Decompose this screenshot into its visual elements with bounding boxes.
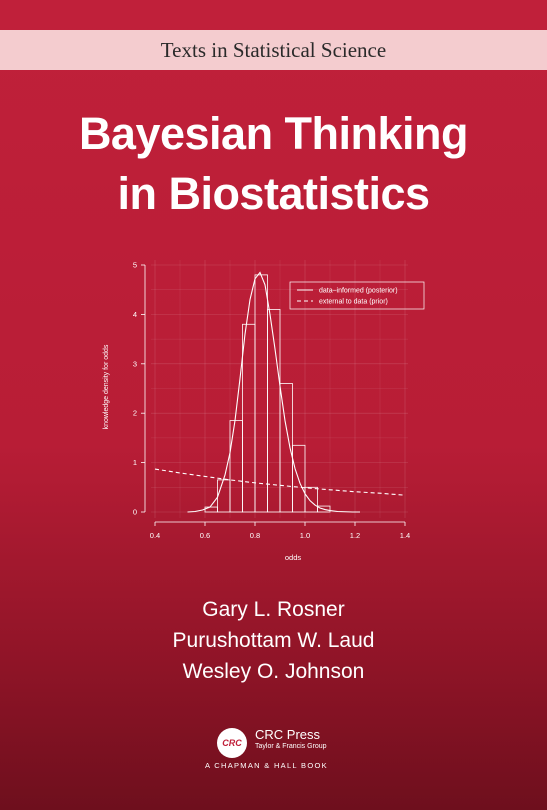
x-tick-label: 0.4 [150,531,160,540]
prior-density-line [154,468,406,496]
author-name: Purushottam W. Laud [172,629,375,652]
histogram-bar [304,486,318,513]
x-tick-label: 1.0 [300,531,310,540]
x-tick-label: 0.6 [200,531,210,540]
publisher-imprint: A CHAPMAN & HALL BOOK [205,761,328,770]
histogram-bar [254,274,268,513]
legend-label-posterior: data–informed (posterior) [319,288,398,295]
y-tick-label: 0 [133,508,137,517]
y-axis-label: knowledge density for odds [103,344,110,429]
chart-axes: knowledge density for odds odds 0 1 2 3 4 5 0.… [103,261,410,563]
chart-series [154,271,406,513]
legend-box [289,281,425,310]
series-band: Texts in Statistical Science [0,30,547,70]
crc-logo-text: CRC [222,738,242,748]
posterior-density-line [187,271,360,513]
x-tick-label: 1.4 [400,531,410,540]
y-tick-label: 4 [133,310,137,319]
x-axis-label: odds [285,553,302,562]
histogram-bar [317,505,331,513]
author-name: Wesley O. Johnson [182,660,365,683]
book-title: Bayesian Thinking in Biostatistics [0,104,547,224]
y-tick-label: 1 [133,458,137,467]
histogram-bar [242,323,256,513]
legend-label-prior: external to data (prior) [319,299,388,306]
chart-legend: data–informed (posterior) external to da… [289,281,425,310]
crc-logo-icon: CRC [217,728,247,758]
publisher-block: CRC CRC Press Taylor & Francis Group A C… [205,722,365,772]
histogram-bar [229,420,243,513]
y-tick-label: 5 [133,261,137,270]
title-line-2: in Biostatistics [117,168,430,219]
title-line-1: Bayesian Thinking [78,108,469,159]
histogram-bar [217,479,231,513]
author-list: Gary L. Rosner Purushottam W. Laud Wesle… [0,594,547,687]
publisher-name: CRC Press [255,727,321,742]
histogram-bar [292,444,306,513]
histogram [204,274,331,513]
y-tick-label: 3 [133,359,137,368]
publisher-subtitle: Taylor & Francis Group [255,743,327,750]
author-name: Gary L. Rosner [202,598,345,621]
series-name: Texts in Statistical Science [160,37,387,62]
y-tick-label: 2 [133,409,137,418]
density-chart: knowledge density for odds odds 0 1 2 3 4 5 0.… [103,260,425,563]
x-tick-label: 0.8 [250,531,260,540]
x-tick-label: 1.2 [350,531,360,540]
